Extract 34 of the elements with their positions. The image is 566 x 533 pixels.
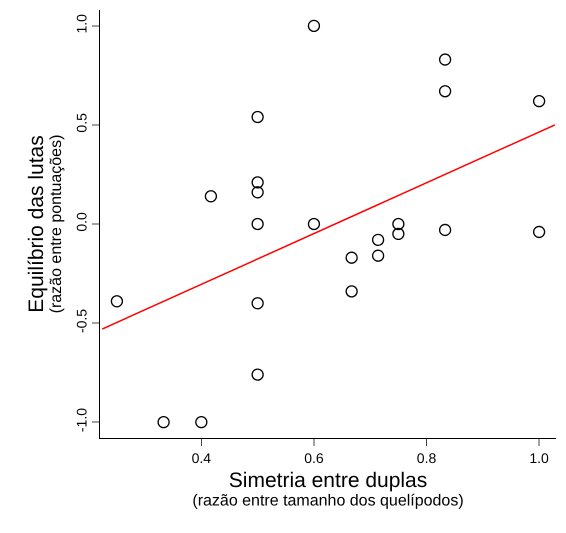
point [251, 176, 264, 189]
point [251, 297, 264, 310]
y-tick-label: -1.0 [73, 408, 90, 432]
point [308, 218, 320, 230]
x-axis-title: Simetria entre duplas (razão entre tamanho dos quelípodos) [192, 469, 464, 510]
point [204, 190, 218, 202]
point [110, 295, 124, 308]
y-tick-label: -0.5 [73, 308, 90, 334]
point [532, 95, 546, 108]
x-tick-label: 0.4 [192, 450, 212, 466]
point [438, 53, 452, 66]
point [532, 226, 546, 238]
point [438, 224, 452, 236]
y-tick-label: 0.0 [73, 212, 90, 232]
x-tick-label: 0.8 [416, 450, 436, 466]
point [308, 20, 320, 32]
y-axis-title: Equilíbrio das lutas (razão entre pontuações) [24, 134, 65, 314]
point [392, 228, 405, 240]
point [251, 368, 264, 381]
point [195, 416, 208, 428]
x-tick-label: 0.6 [304, 450, 324, 466]
point [251, 218, 264, 230]
y-tick-label: 0.5 [73, 112, 90, 133]
point [345, 252, 358, 264]
point [372, 234, 384, 246]
y-tick-label: 1.0 [73, 14, 90, 34]
point [392, 218, 405, 230]
point [251, 110, 264, 124]
point [251, 186, 264, 198]
point [157, 416, 170, 428]
point [345, 285, 358, 298]
point [438, 85, 452, 98]
x-tick-label: 1.0 [529, 450, 550, 466]
point [372, 250, 384, 262]
